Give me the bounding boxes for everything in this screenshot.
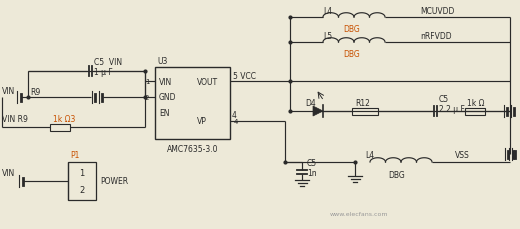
- Text: 4: 4: [234, 118, 238, 124]
- Text: AMC7635-3.0: AMC7635-3.0: [167, 144, 218, 153]
- Text: 4: 4: [232, 111, 237, 120]
- Text: C5  VIN: C5 VIN: [94, 57, 122, 66]
- Text: VOUT: VOUT: [197, 77, 218, 86]
- Text: VIN: VIN: [2, 169, 15, 178]
- Text: VIN R9: VIN R9: [2, 115, 28, 124]
- Text: 1k Ω3: 1k Ω3: [53, 115, 75, 124]
- Text: C5: C5: [307, 158, 317, 167]
- Text: C5: C5: [439, 95, 449, 104]
- Text: DBG: DBG: [343, 25, 360, 33]
- Text: 1n: 1n: [307, 168, 317, 177]
- Text: 2: 2: [80, 185, 85, 194]
- Text: VIN: VIN: [2, 86, 15, 95]
- Text: VIN: VIN: [159, 77, 172, 86]
- Bar: [155, 68, 230, 139]
- FancyBboxPatch shape: [352, 108, 378, 115]
- Text: L5: L5: [323, 31, 332, 40]
- Text: MCUVDD: MCUVDD: [420, 6, 454, 15]
- FancyBboxPatch shape: [50, 124, 70, 131]
- Text: VP: VP: [197, 117, 207, 126]
- Bar: [68, 162, 96, 200]
- Text: EN: EN: [159, 109, 170, 118]
- Text: VSS: VSS: [455, 150, 470, 159]
- Text: R9: R9: [30, 87, 40, 96]
- Text: 2: 2: [145, 95, 149, 101]
- Text: 1k Ω: 1k Ω: [467, 98, 485, 107]
- FancyBboxPatch shape: [465, 108, 485, 115]
- Text: R12: R12: [355, 98, 370, 107]
- Text: 1: 1: [145, 79, 149, 85]
- Text: 1 μ F: 1 μ F: [94, 67, 113, 76]
- Text: DBG: DBG: [388, 170, 405, 179]
- Text: P1: P1: [70, 151, 80, 160]
- Text: POWER: POWER: [100, 177, 128, 186]
- Text: 2.2 μ F: 2.2 μ F: [439, 104, 465, 113]
- Text: D4: D4: [305, 99, 316, 108]
- Polygon shape: [313, 106, 323, 117]
- Text: U3: U3: [157, 56, 167, 65]
- Text: L4: L4: [365, 150, 374, 159]
- Text: nRFVDD: nRFVDD: [420, 31, 452, 40]
- Text: DBG: DBG: [343, 49, 360, 58]
- Text: L4: L4: [323, 6, 332, 15]
- Text: 5 VCC: 5 VCC: [233, 71, 256, 80]
- Text: www.elecfans.com: www.elecfans.com: [330, 212, 388, 217]
- Text: GND: GND: [159, 93, 176, 102]
- Text: 1: 1: [80, 168, 85, 177]
